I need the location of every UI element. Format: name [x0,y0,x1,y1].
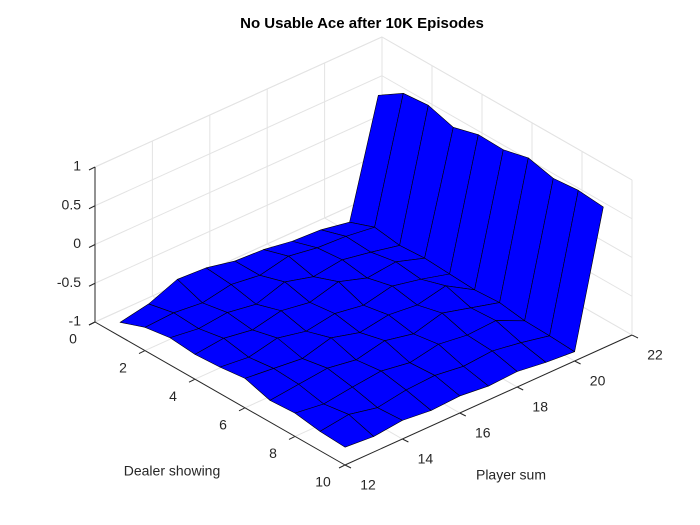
grid-line [381,75,633,220]
z-tick-label: -1 [69,313,82,329]
x-tick-label: 0 [69,331,77,347]
y-tick-label: 16 [475,425,491,441]
x-tick [88,321,96,326]
y-tick-label: 22 [647,347,663,363]
y-axis-label: Player sum [476,467,546,483]
box-edge [381,36,633,181]
z-tick [88,244,96,248]
y-tick-label: 18 [532,399,548,415]
grid-line [94,75,383,207]
x-tick-label: 8 [269,445,277,461]
x-tick-label: 4 [169,388,177,404]
x-axis-label: Dealer showing [124,463,221,479]
z-tick-label: -0.5 [57,274,81,290]
z-tick-label: 0 [73,235,81,251]
y-tick [344,464,352,469]
z-tick-label: 0.5 [62,196,82,212]
y-tick [459,412,467,417]
chart-title: No Usable Ace after 10K Episodes [240,15,484,32]
box-edge [94,36,383,168]
z-tick [88,166,96,171]
y-tick-label: 12 [360,477,376,493]
y-tick [516,386,524,391]
y-tick-label: 14 [418,451,434,467]
x-tick-label: 2 [119,359,127,375]
axis-line [344,334,633,466]
x-tick-label: 6 [219,417,227,433]
z-tick [88,205,96,210]
surface-face [319,414,375,448]
x-tick [288,435,296,440]
x-tick [338,464,346,469]
x-tick-label: 10 [315,474,331,490]
z-tick-label: 1 [73,158,81,174]
y-tick [631,334,639,339]
grid-line [94,152,383,284]
y-tick [574,360,581,365]
axis-line [94,321,346,466]
x-tick [138,350,146,355]
y-tick-label: 20 [590,373,606,389]
y-tick [402,438,409,443]
x-tick [188,378,196,383]
x-tick [238,407,246,412]
grid-line [94,191,383,323]
z-tick [88,282,96,287]
grid-line [94,114,383,245]
